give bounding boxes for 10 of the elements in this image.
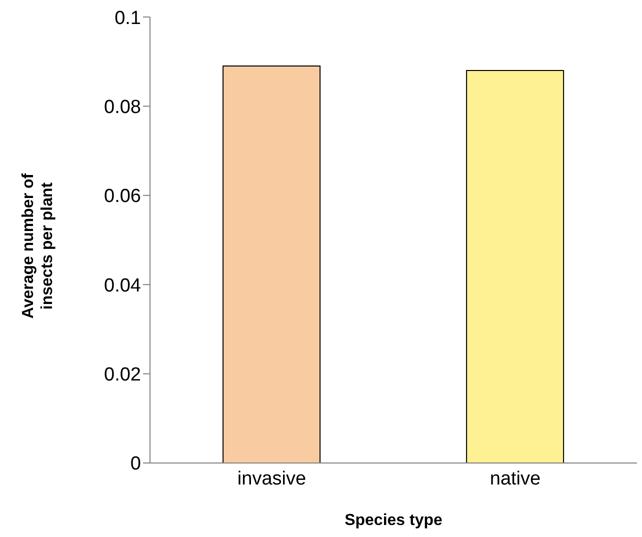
- y-tick-label: 0.06: [104, 186, 141, 208]
- y-tick-label: 0.08: [104, 96, 141, 118]
- x-tick-label: native: [490, 468, 541, 490]
- y-axis-title: Average number of insects per plant: [19, 172, 57, 321]
- x-axis-title: Species type: [344, 512, 443, 529]
- y-tick-label: 0.1: [114, 8, 141, 29]
- y-tick-label: 0.02: [104, 364, 141, 386]
- y-tick-label: 0.04: [104, 275, 142, 296]
- x-tick-label: invasive: [237, 468, 306, 490]
- y-tick-label: 0: [130, 454, 141, 475]
